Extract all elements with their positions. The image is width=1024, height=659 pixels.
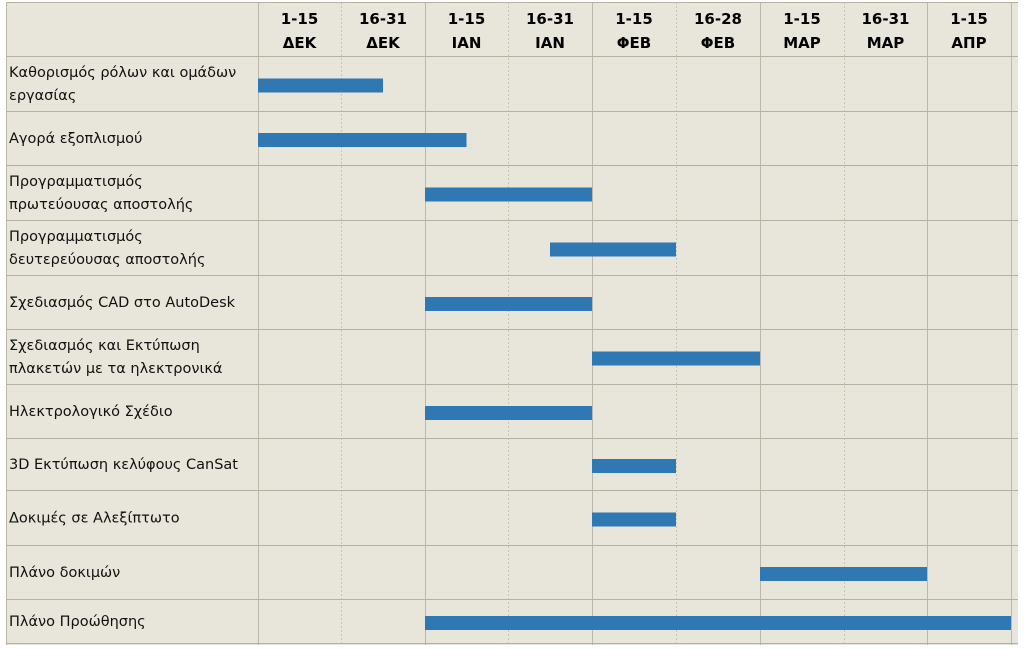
- task-bar-9: [760, 567, 927, 581]
- period-month-0: ΔΕΚ: [283, 34, 318, 52]
- period-label-7: 16-31: [862, 10, 910, 28]
- period-month-4: ΦΕΒ: [617, 34, 651, 52]
- period-month-6: ΜΑΡ: [783, 34, 821, 52]
- period-month-3: ΙΑΝ: [535, 34, 565, 52]
- task-label-6: Ηλεκτρολογικό Σχέδιο: [9, 404, 173, 420]
- task-bar-10: [425, 616, 1011, 630]
- task-label-0: Καθορισμός ρόλων και ομάδων εργασίας: [9, 65, 236, 104]
- task-label-9: Πλάνο δοκιμών: [9, 565, 120, 581]
- period-label-4: 1-15: [615, 10, 653, 28]
- period-month-7: ΜΑΡ: [867, 34, 905, 52]
- period-month-2: ΙΑΝ: [452, 34, 482, 52]
- period-label-6: 1-15: [783, 10, 821, 28]
- period-label-0: 1-15: [281, 10, 319, 28]
- task-label-5: Σχεδιασμός και Εκτύπωση πλακετών με τα ηλ…: [9, 338, 222, 377]
- task-bar-3: [550, 242, 676, 257]
- task-bar-7: [592, 459, 676, 473]
- chart-background: [6, 2, 1018, 645]
- task-bar-8: [592, 512, 676, 527]
- task-bar-1: [258, 133, 467, 147]
- task-bar-4: [425, 297, 592, 311]
- period-label-1: 16-31: [359, 10, 407, 28]
- task-label-8: Δοκιμές σε Αλεξίπτωτο: [9, 511, 180, 527]
- period-month-8: ΑΠΡ: [951, 34, 986, 52]
- period-label-2: 1-15: [448, 10, 486, 28]
- task-label-4: Σχεδιασμός CAD στο AutoDesk: [9, 295, 236, 311]
- task-bar-5: [592, 351, 760, 366]
- task-bar-6: [425, 406, 592, 420]
- period-label-5: 16-28: [694, 10, 742, 28]
- period-month-1: ΔΕΚ: [366, 34, 401, 52]
- period-month-5: ΦΕΒ: [701, 34, 735, 52]
- period-label-3: 16-31: [526, 10, 574, 28]
- task-bar-2: [425, 187, 592, 202]
- task-label-1: Αγορά εξοπλισμού: [9, 131, 142, 147]
- task-label-7: 3D Εκτύπωση κελύφους CanSat: [9, 457, 238, 473]
- task-label-3: Προγραμματισμός δευτερεύουσας αποστολής: [9, 229, 205, 268]
- task-bar-0: [258, 78, 383, 93]
- task-label-2: Προγραμματισμός πρωτεύουσας αποστολής: [9, 174, 193, 213]
- period-label-8: 1-15: [950, 10, 988, 28]
- task-label-10: Πλάνο Προώθησης: [9, 614, 146, 630]
